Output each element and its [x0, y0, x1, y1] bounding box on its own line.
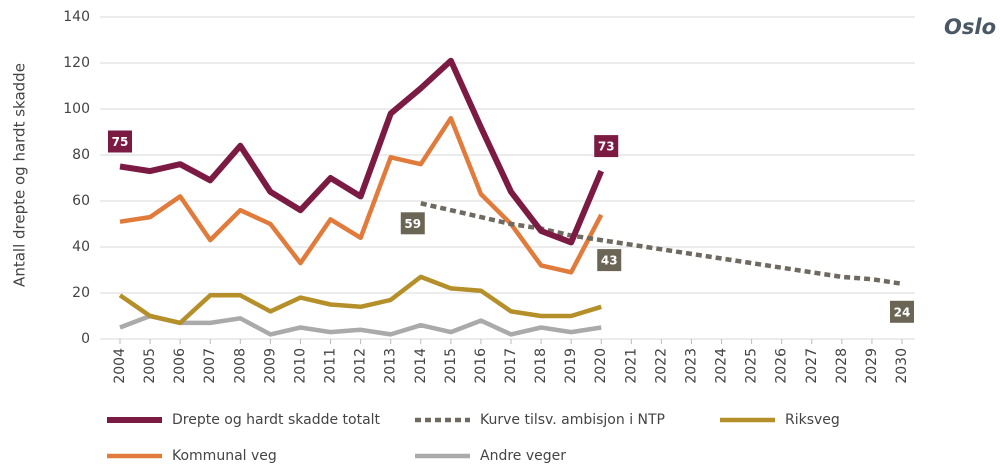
series-line — [119, 57, 604, 246]
x-tick-label: 2004 — [112, 348, 128, 384]
x-tick-label: 2024 — [714, 348, 730, 384]
y-tick-label: 40 — [72, 239, 90, 255]
data-label-box — [597, 249, 622, 272]
y-tick-label: 80 — [72, 147, 90, 163]
y-tick-label: 100 — [63, 101, 90, 117]
x-tick-label: 2011 — [323, 348, 339, 384]
y-tick-label: 120 — [63, 55, 90, 71]
y-tick-label: 0 — [81, 331, 90, 347]
series-line — [119, 115, 604, 275]
y-axis-label: Antall drepte og hardt skadde — [11, 63, 29, 287]
data-label: 59 — [404, 217, 421, 231]
y-tick-label: 140 — [63, 9, 90, 25]
x-tick-label: 2012 — [353, 348, 369, 384]
x-tick-label: 2018 — [533, 348, 549, 384]
x-tick-label: 2020 — [593, 348, 609, 384]
x-tick-label: 2013 — [383, 348, 399, 384]
legend-label: Andre veger — [480, 448, 566, 464]
x-tick-label: 2015 — [443, 348, 459, 384]
x-tick-label: 2006 — [172, 348, 188, 384]
x-tick-label: 2014 — [413, 348, 429, 384]
series-line — [420, 201, 903, 287]
x-tick-label: 2016 — [473, 348, 489, 384]
x-tick-label: 2027 — [804, 348, 820, 384]
x-tick-label: 2021 — [623, 348, 639, 384]
x-tick-label: 2019 — [563, 348, 579, 384]
y-tick-label: 20 — [72, 285, 90, 301]
x-tick-label: 2026 — [774, 348, 790, 384]
x-tick-label: 2029 — [864, 348, 880, 384]
x-tick-label: 2017 — [503, 348, 519, 384]
data-label: 75 — [112, 135, 129, 149]
x-tick-label: 2005 — [142, 348, 158, 384]
legend-label: Kommunal veg — [172, 448, 277, 464]
data-label: 73 — [598, 140, 615, 154]
x-tick-label: 2010 — [292, 348, 308, 384]
data-label-box — [400, 212, 425, 235]
x-tick-label: 2008 — [232, 348, 248, 384]
legend-label: Kurve tilsv. ambisjon i NTP — [480, 412, 665, 428]
series-line — [118, 274, 602, 326]
data-label: 24 — [894, 305, 911, 319]
data-label-box — [594, 135, 619, 158]
y-tick-label: 60 — [72, 193, 90, 209]
x-tick-label: 2028 — [834, 348, 850, 384]
x-tick-label: 2009 — [262, 348, 278, 384]
x-tick-label: 2023 — [683, 348, 699, 384]
x-tick-label: 2025 — [744, 348, 760, 384]
data-label-box — [890, 300, 914, 323]
x-tick-label: 2022 — [653, 348, 669, 384]
x-tick-label: 2007 — [202, 348, 218, 384]
data-label-box — [108, 130, 132, 153]
legend-label: Drepte og hardt skadde totalt — [172, 412, 381, 428]
x-tick-label: 2030 — [894, 348, 910, 384]
chart-title: Oslo — [944, 15, 996, 39]
series-line — [119, 313, 602, 337]
data-label: 43 — [601, 254, 618, 268]
legend-label: Riksveg — [785, 412, 840, 428]
